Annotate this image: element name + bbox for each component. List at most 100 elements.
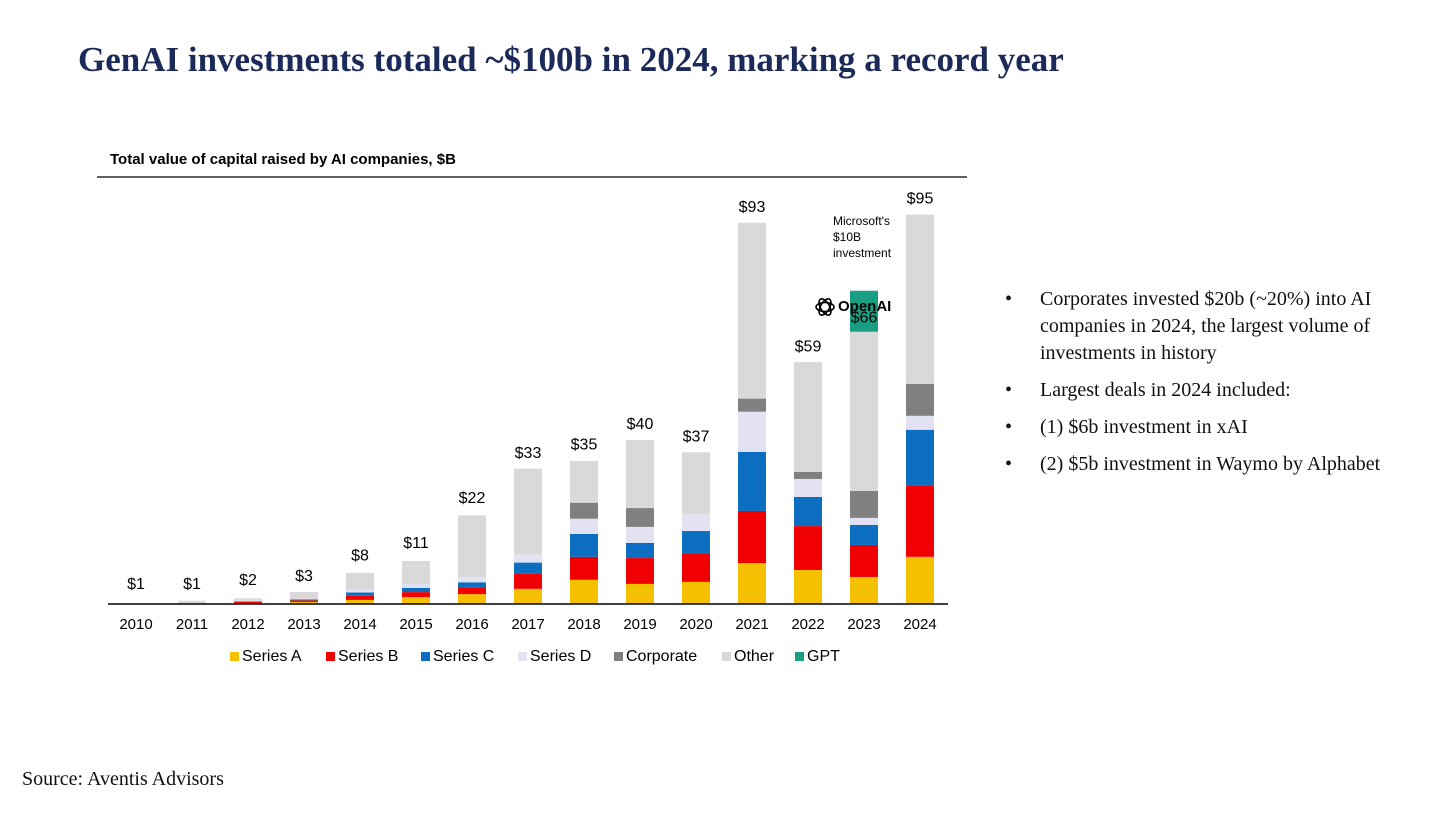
legend-label: Series A bbox=[242, 648, 302, 665]
bar-segment bbox=[458, 587, 486, 595]
bar-segment bbox=[738, 398, 766, 412]
bar-segment bbox=[794, 526, 822, 570]
x-tick-label: 2014 bbox=[343, 616, 376, 633]
bar-segment bbox=[570, 579, 598, 604]
openai-logo: OpenAI bbox=[815, 298, 891, 316]
bar-segment bbox=[682, 581, 710, 604]
bar-segment bbox=[738, 510, 766, 563]
total-label: $66 bbox=[851, 310, 878, 327]
slide-title: GenAI investments totaled ~$100b in 2024… bbox=[78, 40, 1064, 79]
bar-segment bbox=[570, 556, 598, 580]
legend-swatch bbox=[421, 652, 430, 661]
bar-segment bbox=[738, 451, 766, 511]
total-label: $59 bbox=[795, 338, 822, 355]
bar-segment bbox=[514, 588, 542, 604]
bar-segment bbox=[626, 583, 654, 604]
x-tick-label: 2012 bbox=[231, 616, 264, 633]
x-tick-label: 2018 bbox=[567, 616, 600, 633]
total-label: $93 bbox=[739, 199, 766, 216]
bar-segment bbox=[682, 531, 710, 554]
bar-segment bbox=[290, 592, 318, 599]
total-label: $95 bbox=[907, 191, 934, 208]
bar-segment bbox=[906, 429, 934, 486]
bar-segment bbox=[626, 558, 654, 584]
bar-segment bbox=[794, 362, 822, 472]
bar-segment bbox=[290, 601, 318, 604]
bar-segment bbox=[570, 502, 598, 519]
bar-segment bbox=[346, 572, 374, 590]
total-label: $3 bbox=[295, 568, 313, 585]
bar-segment bbox=[290, 600, 318, 602]
legend-swatch bbox=[614, 652, 623, 661]
bullet: (2) $5b investment in Waymo by Alphabet bbox=[1005, 451, 1405, 478]
chart-title: Total value of capital raised by AI comp… bbox=[110, 151, 456, 168]
total-label: $33 bbox=[515, 445, 542, 462]
bar-segment bbox=[402, 583, 430, 589]
bar-segment bbox=[626, 440, 654, 509]
legend-label: Series B bbox=[338, 648, 398, 665]
legend-swatch bbox=[795, 652, 804, 661]
bar-segment bbox=[514, 554, 542, 563]
bar-segment bbox=[738, 411, 766, 452]
bar-segment bbox=[346, 592, 374, 596]
x-tick-label: 2016 bbox=[455, 616, 488, 633]
bullet: Largest deals in 2024 included: bbox=[1005, 377, 1405, 404]
total-label: $22 bbox=[459, 490, 486, 507]
logo-petal bbox=[818, 298, 832, 316]
bar-segment bbox=[402, 592, 430, 598]
x-tick-label: 2020 bbox=[679, 616, 712, 633]
legend-swatch bbox=[230, 652, 239, 661]
legend-swatch bbox=[518, 652, 527, 661]
x-tick-label: 2019 bbox=[623, 616, 656, 633]
x-tick-label: 2015 bbox=[399, 616, 432, 633]
source: Source: Aventis Advisors bbox=[22, 768, 224, 790]
total-label: $11 bbox=[403, 535, 429, 552]
x-tick-label: 2024 bbox=[903, 616, 936, 633]
bar-segment bbox=[458, 594, 486, 604]
logo-text: OpenAI bbox=[838, 298, 891, 315]
total-label: $8 bbox=[351, 547, 369, 564]
total-label: $35 bbox=[571, 437, 598, 454]
bar-segment bbox=[850, 331, 878, 491]
bar-segment bbox=[794, 471, 822, 479]
bar-segment bbox=[402, 597, 430, 604]
bar-segment bbox=[346, 595, 374, 600]
bar-segment bbox=[402, 560, 430, 584]
bullet: (1) $6b investment in xAI bbox=[1005, 414, 1405, 441]
x-tick-label: 2011 bbox=[176, 616, 208, 633]
bar-segment bbox=[794, 478, 822, 497]
bar-segment bbox=[850, 517, 878, 525]
bar-segment bbox=[514, 562, 542, 574]
bar-segment bbox=[458, 577, 486, 583]
bar-segment bbox=[570, 533, 598, 557]
legend-label: Series C bbox=[433, 648, 494, 665]
bar-segment bbox=[346, 589, 374, 593]
bar-segment bbox=[290, 599, 318, 601]
bar-segment bbox=[178, 600, 206, 604]
bar-segment bbox=[570, 460, 598, 503]
annotation: $10B bbox=[833, 230, 861, 244]
bar-segment bbox=[906, 485, 934, 557]
logo-petal bbox=[815, 301, 835, 313]
bar-segment bbox=[850, 290, 878, 332]
legend-label: Corporate bbox=[626, 648, 697, 665]
total-label: $2 bbox=[239, 572, 257, 589]
bar-segment bbox=[682, 553, 710, 582]
x-tick-label: 2013 bbox=[287, 616, 320, 633]
legend-label: Other bbox=[734, 648, 775, 665]
bar-segment bbox=[906, 383, 934, 416]
bar-segment bbox=[682, 452, 710, 515]
annotation: Microsoft's bbox=[833, 214, 890, 228]
bar-segment bbox=[850, 544, 878, 577]
bar-segment bbox=[626, 526, 654, 543]
x-tick-label: 2022 bbox=[791, 616, 824, 633]
bar-segment bbox=[850, 490, 878, 518]
bar-segment bbox=[514, 468, 542, 555]
total-label: $37 bbox=[683, 429, 710, 446]
bar-segment bbox=[458, 515, 486, 578]
legend-swatch bbox=[722, 652, 731, 661]
total-label: $1 bbox=[127, 576, 145, 593]
bar-segment bbox=[850, 524, 878, 545]
legend-label: GPT bbox=[807, 648, 840, 665]
